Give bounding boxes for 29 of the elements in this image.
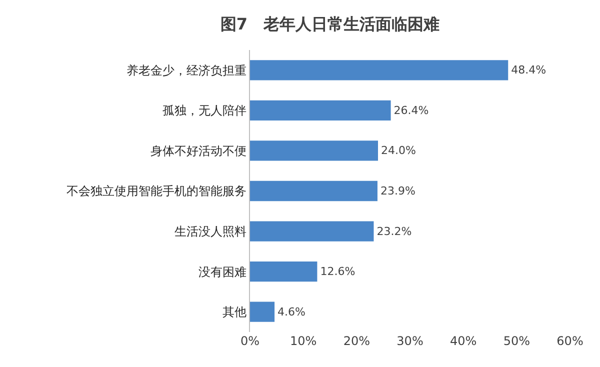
y-tick-label: 养老金少，经济负担重: [126, 63, 247, 78]
bar: [250, 140, 378, 161]
data-label: 48.4%: [511, 64, 546, 77]
data-label: 23.2%: [376, 224, 412, 238]
x-tick-label: 30%: [396, 334, 424, 348]
bar: [250, 221, 374, 242]
bar: [250, 302, 275, 322]
bar: [250, 60, 508, 80]
y-tick-label: 其他: [222, 305, 247, 320]
y-tick-label: 不会独立使用智能手机的智能服务: [66, 184, 247, 198]
y-tick-label: 没有困难: [198, 264, 247, 279]
x-tick-label: 10%: [290, 334, 317, 348]
x-tick-label: 20%: [343, 334, 370, 348]
y-tick-label: 生活没人照料: [174, 224, 247, 238]
y-tick-label: 孤独，无人陪伴: [162, 104, 247, 118]
x-tick-label: 50%: [503, 334, 530, 348]
data-label: 4.6%: [278, 305, 306, 318]
chart-title: 图7 老年人日常生活面临困难: [220, 14, 440, 34]
data-label: 12.6%: [320, 265, 356, 278]
bar: [250, 180, 378, 202]
x-tick-label: 40%: [450, 334, 477, 348]
x-tick-label: 0%: [240, 334, 260, 348]
data-label: 23.9%: [380, 184, 416, 198]
x-tick-label: 60%: [556, 334, 584, 348]
bar: [250, 262, 318, 282]
data-label: 26.4%: [394, 104, 429, 117]
data-label: 24.0%: [381, 144, 416, 158]
bar: [250, 100, 391, 120]
y-tick-label: 身体不好活动不便: [150, 144, 247, 158]
